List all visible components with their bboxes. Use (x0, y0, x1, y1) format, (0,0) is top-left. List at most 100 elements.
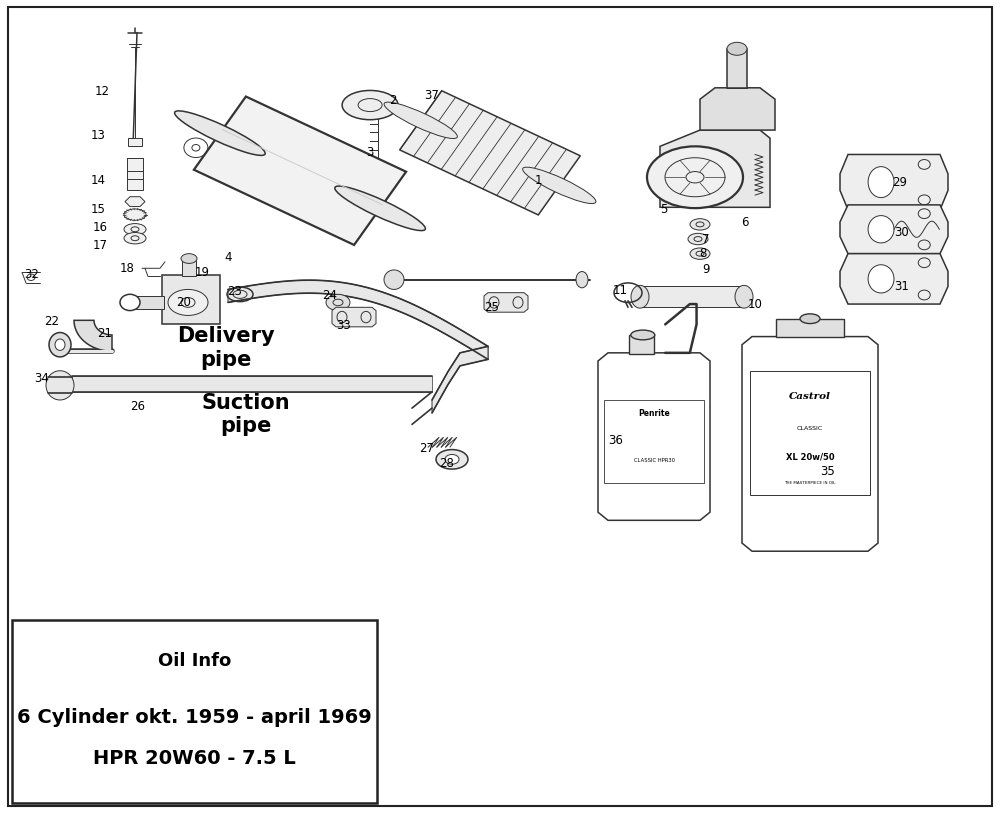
Text: 2: 2 (389, 94, 397, 107)
Ellipse shape (631, 285, 649, 308)
Polygon shape (660, 130, 770, 207)
Text: 23: 23 (228, 285, 242, 298)
Text: CLASSIC HPR30: CLASSIC HPR30 (634, 458, 674, 463)
Ellipse shape (120, 294, 140, 311)
Ellipse shape (131, 227, 139, 232)
Text: 36: 36 (609, 434, 623, 447)
Ellipse shape (647, 146, 743, 208)
Text: 1: 1 (534, 174, 542, 187)
Text: 17: 17 (92, 239, 108, 252)
Ellipse shape (735, 285, 753, 308)
Polygon shape (194, 97, 406, 245)
Ellipse shape (690, 248, 710, 259)
Text: 15: 15 (91, 203, 105, 216)
Polygon shape (700, 88, 775, 130)
Bar (727, 49, 747, 88)
Ellipse shape (576, 272, 588, 288)
Polygon shape (840, 254, 948, 304)
Text: 6: 6 (741, 216, 749, 229)
Text: XL 20w/50: XL 20w/50 (786, 452, 834, 461)
Bar (182, 260, 196, 276)
Bar (162, 275, 220, 324)
Polygon shape (432, 346, 488, 413)
Text: 5: 5 (660, 203, 668, 216)
Polygon shape (228, 280, 488, 359)
Ellipse shape (124, 224, 146, 235)
Polygon shape (484, 293, 528, 312)
Text: 33: 33 (337, 319, 351, 332)
Ellipse shape (445, 454, 459, 464)
Ellipse shape (181, 254, 197, 263)
Text: 25: 25 (485, 301, 499, 314)
Ellipse shape (800, 314, 820, 324)
Text: 29: 29 (893, 176, 908, 189)
Ellipse shape (631, 330, 655, 340)
Text: 10: 10 (748, 298, 762, 311)
Text: 19: 19 (194, 266, 210, 279)
Ellipse shape (124, 233, 146, 244)
Ellipse shape (335, 186, 425, 231)
Text: 3: 3 (366, 146, 374, 159)
Ellipse shape (326, 294, 350, 311)
Text: HPR 20W60 - 7.5 L: HPR 20W60 - 7.5 L (93, 749, 296, 768)
Text: 18: 18 (120, 262, 134, 275)
Ellipse shape (124, 209, 146, 220)
Text: 9: 9 (702, 263, 710, 276)
Polygon shape (840, 154, 948, 210)
Polygon shape (74, 320, 112, 351)
Bar (629, 335, 654, 354)
Text: 26: 26 (130, 400, 146, 413)
Bar (776, 319, 844, 337)
Text: 34: 34 (35, 372, 49, 385)
Ellipse shape (727, 42, 747, 55)
Polygon shape (125, 197, 145, 207)
Text: Delivery
pipe: Delivery pipe (177, 326, 275, 370)
Text: 27: 27 (420, 442, 434, 455)
Text: 4: 4 (224, 251, 232, 264)
Ellipse shape (384, 102, 457, 138)
Ellipse shape (690, 219, 710, 230)
Text: 14: 14 (90, 174, 106, 187)
Ellipse shape (384, 270, 404, 289)
Ellipse shape (436, 450, 468, 469)
Ellipse shape (868, 215, 894, 243)
Text: 12: 12 (94, 85, 110, 98)
Text: 8: 8 (699, 247, 707, 260)
Ellipse shape (868, 265, 894, 293)
Ellipse shape (168, 289, 208, 315)
Bar (127, 158, 143, 190)
Ellipse shape (46, 371, 74, 400)
Text: Suction
pipe: Suction pipe (202, 393, 290, 437)
Text: 35: 35 (821, 465, 835, 478)
Text: 30: 30 (895, 226, 909, 239)
Text: 21: 21 (98, 327, 112, 340)
Text: 20: 20 (177, 296, 191, 309)
Text: 11: 11 (612, 284, 628, 297)
Ellipse shape (523, 167, 596, 203)
Text: 37: 37 (425, 89, 439, 102)
Bar (128, 138, 142, 146)
Text: Penrite: Penrite (638, 409, 670, 418)
Ellipse shape (688, 233, 708, 245)
Bar (130, 296, 164, 309)
Text: 7: 7 (702, 233, 710, 246)
Text: Oil Info: Oil Info (158, 652, 231, 670)
Ellipse shape (131, 236, 139, 241)
Bar (640, 286, 744, 307)
Text: 31: 31 (895, 280, 909, 293)
Text: 16: 16 (92, 221, 108, 234)
Text: 22: 22 (44, 315, 60, 328)
Bar (604, 400, 704, 484)
Ellipse shape (49, 333, 71, 357)
Text: 13: 13 (91, 129, 105, 142)
Bar (12, 620, 377, 803)
Ellipse shape (175, 111, 265, 155)
Bar (750, 371, 870, 495)
Text: 32: 32 (25, 268, 39, 281)
Text: 6 Cylinder okt. 1959 - april 1969: 6 Cylinder okt. 1959 - april 1969 (17, 708, 372, 728)
Text: THE MASTERPIECE IN OIL: THE MASTERPIECE IN OIL (784, 480, 836, 485)
Text: CLASSIC: CLASSIC (797, 426, 823, 432)
Polygon shape (742, 337, 878, 551)
Polygon shape (72, 376, 432, 392)
Text: 28: 28 (440, 457, 454, 470)
